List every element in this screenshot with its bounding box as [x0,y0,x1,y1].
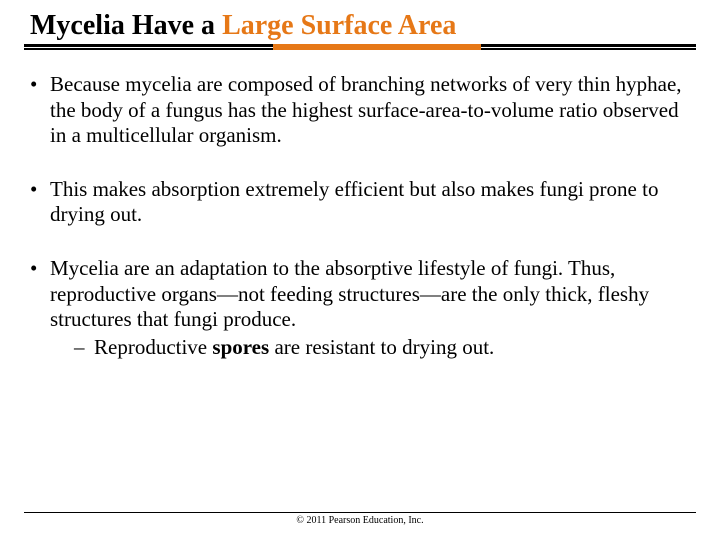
bullet-text: Mycelia are an adaptation to the absorpt… [50,256,649,331]
sub-text: Reproductive [94,335,212,359]
content: Because mycelia are composed of branchin… [24,72,696,360]
footer: © 2011 Pearson Education, Inc. [24,512,696,526]
sub-bullet-item: Reproductive spores are resistant to dry… [50,335,692,361]
title-plain: Mycelia Have a [30,10,215,41]
bullet-item: Mycelia are an adaptation to the absorpt… [28,256,692,360]
bullet-text: Because mycelia are composed of branchin… [50,72,682,147]
sub-text-bold: spores [212,335,269,359]
bullet-list: Because mycelia are composed of branchin… [28,72,692,360]
title-accent: Large Surface Area [215,10,456,41]
bullet-item: Because mycelia are composed of branchin… [28,72,692,149]
bullet-text: This makes absorption extremely efficien… [50,177,658,227]
footer-rule [24,512,696,513]
bullet-item: This makes absorption extremely efficien… [28,177,692,228]
slide-title: Mycelia Have a Large Surface Area [24,10,696,42]
sub-list: Reproductive spores are resistant to dry… [50,335,692,361]
title-rule [24,44,696,54]
rule-orange [273,44,481,50]
sub-text: are resistant to drying out. [269,335,494,359]
copyright: © 2011 Pearson Education, Inc. [24,515,696,526]
slide: Mycelia Have a Large Surface Area Becaus… [0,0,720,540]
